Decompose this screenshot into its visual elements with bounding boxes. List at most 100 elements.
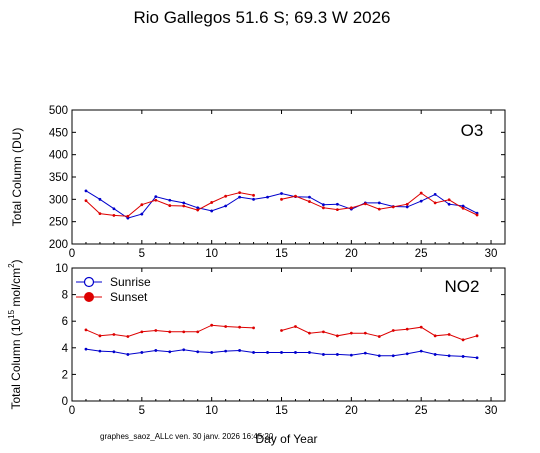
data-point: [154, 198, 158, 202]
data-point: [238, 349, 242, 352]
data-point: [363, 202, 367, 206]
data-point: [377, 335, 381, 338]
x-tick-label: 20: [345, 405, 358, 417]
data-point: [224, 349, 228, 353]
o3-panel: 0 5 10 15 20 25 30 200 250 300 350 400 450 500 Total C…: [10, 105, 506, 260]
data-point: [280, 192, 283, 195]
data-point: [266, 351, 269, 354]
x-tick-label: 25: [415, 248, 428, 260]
data-point: [154, 329, 158, 332]
data-point: [140, 212, 144, 216]
data-point: [447, 202, 451, 206]
y-tick-label: 200: [49, 239, 68, 251]
data-point: [405, 352, 409, 356]
y-axis-label: Total Column (1015 mol/cm2): [7, 259, 23, 409]
y-tick-label: 8: [62, 290, 68, 302]
data-point: [126, 335, 130, 338]
data-point: [98, 197, 102, 201]
data-point: [335, 353, 339, 356]
y-tick-label: 450: [49, 127, 68, 139]
x-tick-label: 30: [485, 248, 498, 260]
data-point: [224, 325, 228, 328]
y-tick-label: 250: [49, 217, 68, 229]
data-point: [98, 212, 102, 216]
data-point: [433, 201, 437, 205]
plot-frame: [71, 109, 506, 245]
data-point: [140, 330, 144, 334]
data-point: [112, 207, 116, 211]
series-sunset: [84, 323, 479, 342]
data-point: [294, 325, 297, 328]
data-point: [238, 325, 242, 329]
x-axis-label: Day of Year: [255, 432, 317, 446]
data-point: [182, 348, 186, 352]
y-tick-label: 10: [55, 263, 68, 275]
data-point: [280, 329, 283, 332]
data-point: [252, 326, 255, 330]
panel-tag: O3: [461, 121, 484, 140]
data-point: [308, 331, 311, 335]
data-point: [210, 351, 214, 354]
x-tick-label: 0: [69, 405, 75, 417]
data-point: [98, 334, 102, 338]
x-tick-label: 10: [205, 405, 218, 417]
x-tick-label: 25: [415, 405, 428, 417]
legend-label: Sunset: [110, 290, 148, 304]
data-point: [112, 214, 116, 217]
x-tick-label: 15: [275, 405, 288, 417]
data-point: [322, 206, 325, 210]
data-point: [168, 330, 172, 334]
y-axis-label-exponent: 2: [7, 263, 16, 268]
data-point: [252, 351, 255, 354]
data-point: [182, 201, 186, 205]
data-point: [112, 333, 116, 336]
data-point: [196, 330, 200, 334]
data-point: [377, 354, 381, 358]
data-point: [475, 334, 479, 338]
data-point: [405, 327, 409, 331]
data-point: [210, 201, 214, 204]
data-point: [168, 204, 172, 207]
series-sunrise: [84, 347, 479, 360]
data-point: [196, 208, 200, 212]
data-point: [182, 204, 186, 208]
data-point: [363, 331, 367, 335]
x-tick-label: 30: [485, 405, 498, 417]
legend-marker-open: [83, 276, 95, 288]
data-point: [405, 202, 409, 206]
data-point: [84, 328, 88, 332]
data-point: [335, 202, 339, 206]
data-point: [322, 330, 325, 334]
footer-stamp: graphes_saoz_ALLc ven. 30 janv. 2026 16:…: [100, 432, 274, 441]
panel-tag: NO2: [445, 277, 480, 296]
data-point: [308, 351, 311, 354]
y-tick-label: 500: [49, 105, 68, 117]
data-point: [126, 353, 130, 356]
data-point: [112, 350, 116, 354]
data-point: [322, 203, 325, 207]
y-axis-label: Total Column (DU): [10, 128, 24, 227]
data-point: [308, 195, 311, 199]
y-axis-label-part: Total Column (10: [9, 319, 23, 410]
data-point: [154, 195, 158, 199]
data-point: [391, 205, 395, 209]
data-point: [84, 347, 88, 351]
data-point: [238, 191, 242, 195]
data-point: [391, 354, 395, 358]
y-tick-label: 300: [49, 194, 68, 206]
data-point: [447, 354, 451, 358]
data-point: [196, 206, 200, 210]
data-point: [349, 206, 353, 210]
data-point: [98, 349, 102, 353]
data-point: [419, 199, 423, 203]
y-tick-label: 400: [49, 150, 68, 162]
data-point: [335, 208, 339, 212]
data-point: [252, 193, 255, 197]
data-point: [224, 204, 228, 208]
x-tick-label: 5: [139, 248, 145, 260]
data-point: [294, 351, 297, 354]
data-point: [140, 203, 144, 207]
data-point: [475, 213, 479, 217]
